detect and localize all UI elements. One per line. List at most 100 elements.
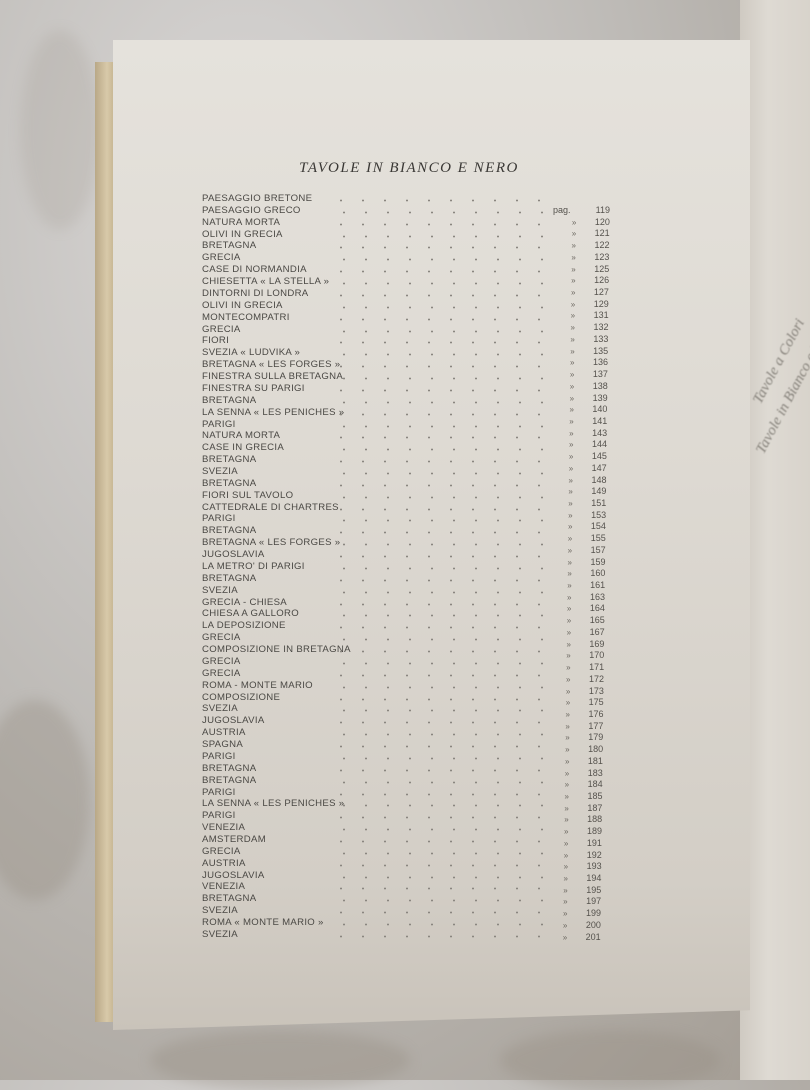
- toc-entry-title: JUGOSLAVIA: [202, 869, 265, 881]
- toc-page-number: 145: [591, 451, 607, 462]
- toc-entry-title: PARIGI: [202, 810, 236, 822]
- ditto-mark: »: [563, 885, 568, 895]
- dot-leader: [330, 673, 545, 677]
- dot-leader: [333, 305, 548, 309]
- ditto-mark: »: [564, 792, 569, 801]
- ditto-mark: »: [563, 838, 569, 848]
- toc-entry-title: SVEZIA « LUDVIKA »: [202, 347, 301, 359]
- toc-page-number: 153: [591, 509, 607, 520]
- ditto-mark: »: [569, 428, 574, 438]
- ditto-mark: »: [570, 299, 576, 309]
- dot-leader: [333, 495, 548, 499]
- toc-page-number: 157: [590, 544, 606, 555]
- dot-leader: [330, 412, 545, 416]
- toc-page-number: 185: [587, 791, 603, 801]
- ditto-mark: »: [564, 756, 570, 766]
- dot-leader: [333, 733, 548, 737]
- toc-entry-title: GRECIA: [202, 845, 241, 857]
- toc-entry-title: CHIESA A GALLORO: [202, 608, 300, 620]
- toc-page-number: 173: [588, 685, 604, 696]
- ditto-mark: »: [570, 323, 575, 333]
- dot-leader: [330, 317, 545, 321]
- toc-page-number: 141: [592, 415, 608, 426]
- toc-entry-title: BRETAGNA: [202, 525, 257, 537]
- toc-entry-title: SVEZIA: [202, 584, 238, 596]
- dot-leader: [330, 388, 545, 392]
- toc-page-number: 200: [585, 919, 601, 930]
- dot-leader: [333, 234, 548, 238]
- toc-page-number: 125: [594, 263, 610, 274]
- dot-leader: [333, 472, 548, 475]
- toc-entry-title: SVEZIA: [202, 703, 238, 715]
- toc-page-number: 180: [588, 744, 604, 755]
- ditto-mark: »: [569, 370, 575, 380]
- toc-page-number: 121: [594, 228, 610, 239]
- toc-entry-title: FIORI SUL TAVOLO: [202, 489, 294, 501]
- dot-leader: [330, 555, 545, 559]
- toc-page-number: 154: [590, 521, 606, 532]
- toc-page-number: 144: [591, 439, 607, 450]
- toc-page-number: 195: [586, 884, 602, 895]
- ditto-mark: »: [562, 932, 568, 942]
- fabric-pattern: [0, 700, 90, 900]
- toc-page-number: 129: [593, 298, 609, 309]
- toc-entry-title: GRECIA: [202, 252, 241, 264]
- ditto-mark: »: [565, 721, 570, 731]
- ditto-mark: »: [564, 768, 570, 778]
- ditto-mark: »: [569, 416, 574, 426]
- toc-page-number: 179: [588, 732, 604, 743]
- toc-entry-title: FIORI: [202, 335, 230, 347]
- dot-leader: [330, 507, 545, 511]
- toc-entry-title: BRETAGNA: [202, 572, 257, 584]
- ditto-mark: »: [569, 381, 575, 391]
- ditto-mark: »: [565, 709, 570, 719]
- toc-page-number: 160: [590, 568, 606, 579]
- toc-entry-title: OLIVI IN GRECIA: [202, 228, 283, 240]
- toc-page-number: 189: [587, 826, 603, 837]
- toc-entry-title: BRETAGNA « LES FORGES »: [202, 537, 341, 549]
- dot-leader: [333, 638, 548, 642]
- dot-leader: [333, 210, 548, 214]
- toc-entry-title: BRETAGNA: [202, 394, 257, 406]
- toc-page-number: 163: [590, 591, 606, 602]
- toc-page-number: 140: [592, 404, 608, 415]
- toc-entry-title: CASE DI NORMANDIA: [202, 264, 307, 276]
- ditto-mark: »: [563, 909, 568, 919]
- dot-leader: [333, 377, 548, 381]
- toc-entry-title: PARIGI: [202, 418, 236, 430]
- toc-page-number: 161: [590, 580, 606, 591]
- ditto-mark: »: [567, 522, 573, 532]
- toc-page-number: 133: [593, 333, 609, 344]
- toc-page-number: 131: [593, 310, 609, 321]
- ditto-mark: »: [564, 803, 569, 813]
- ditto-mark: »: [565, 745, 570, 755]
- dot-leader: [333, 353, 548, 357]
- toc-entry-title: COMPOSIZIONE: [202, 691, 281, 703]
- toc-page-number: 167: [589, 626, 605, 637]
- toc-entry-title: SVEZIA: [202, 466, 238, 477]
- dot-leader: [330, 745, 545, 749]
- dot-leader: [333, 400, 548, 404]
- toc-entry-title: FINESTRA SU PARIGI: [202, 382, 305, 394]
- toc-page-number: 155: [590, 533, 606, 544]
- dot-leader: [333, 709, 548, 713]
- ditto-mark: »: [570, 334, 575, 344]
- toc-entry-title: BRETAGNA « LES FORGES »: [202, 359, 341, 371]
- dot-leader: [330, 293, 545, 297]
- toc-entry-title: BRETAGNA: [202, 762, 257, 774]
- toc-page-number: 201: [585, 931, 601, 942]
- dot-leader: [333, 519, 548, 523]
- dot-leader: [330, 436, 545, 440]
- dot-leader: [333, 424, 548, 428]
- dot-leader: [330, 460, 545, 464]
- dot-leader: [330, 721, 545, 725]
- toc-page-number: 170: [589, 650, 605, 661]
- toc-page-number: 159: [590, 556, 606, 567]
- toc-entry-title: LA METRO' DI PARIGI: [202, 560, 305, 572]
- toc-page-number: 183: [587, 767, 603, 778]
- fabric-pattern: [500, 1030, 720, 1090]
- toc-page-number: 181: [587, 755, 603, 766]
- dot-leader: [333, 780, 548, 784]
- dot-leader: [330, 887, 545, 891]
- ditto-mark: »: [564, 827, 569, 837]
